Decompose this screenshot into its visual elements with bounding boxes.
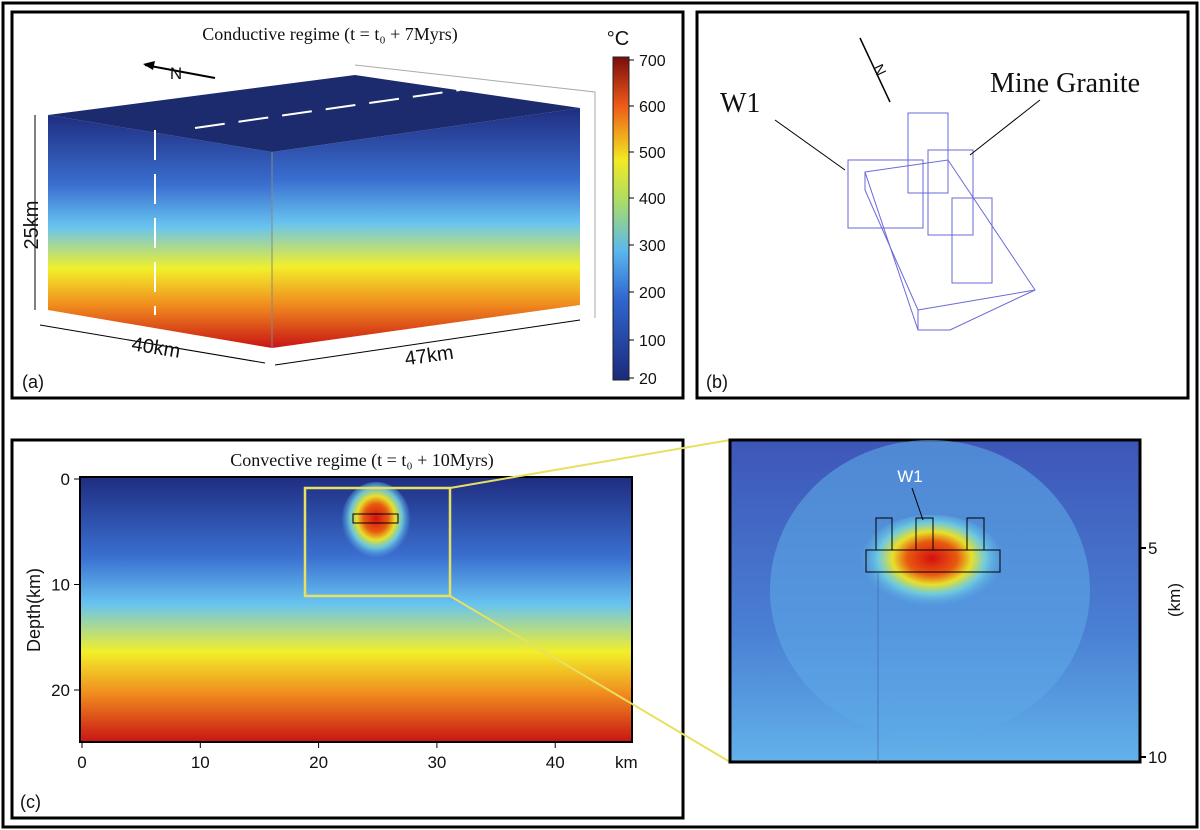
colorbar-tick-label: 600 (639, 99, 666, 116)
north-arrow (859, 37, 891, 103)
granite-outline (865, 517, 1001, 573)
granite-wireframe (847, 112, 1036, 331)
x-unit: km (615, 753, 638, 772)
dim-line (39, 324, 266, 364)
zoom-connector (449, 439, 731, 489)
frame-line (354, 64, 596, 318)
x-tick-label: 0 (77, 753, 86, 772)
y-tick-label: 5 (1148, 539, 1157, 558)
colorbar-unit: °C (607, 28, 629, 50)
leader-line (774, 119, 846, 171)
heat-anomaly (341, 482, 411, 562)
y-tick-label: 0 (61, 470, 70, 489)
north-label: N (170, 64, 182, 83)
x-tick-label: 40 (546, 753, 565, 772)
y-unit: (km) (1165, 583, 1184, 617)
panel-b (695, 10, 1190, 400)
colorbar-tick-label: 100 (639, 333, 666, 350)
panel-title: Conductive regime (t = t₀ + 7Myrs) (202, 24, 458, 45)
leader-line (911, 487, 924, 521)
zoom-connector (449, 595, 731, 763)
y-tick-label: 10 (1148, 748, 1167, 767)
x-tick-label: 10 (191, 753, 210, 772)
y-tick-label: 20 (51, 681, 70, 700)
panel-label: (a) (22, 372, 44, 392)
north-arrow-head (143, 61, 155, 70)
colorbar-tick-label: 20 (639, 371, 657, 388)
colorbar-tick-label: 500 (639, 145, 666, 162)
north-arrow (144, 64, 216, 79)
box-top (48, 75, 580, 152)
dim-line (274, 319, 581, 366)
granite-label: Mine Granite (990, 68, 1140, 99)
dim-label: 25km (21, 201, 43, 250)
zoom-box (303, 486, 452, 598)
well-label: W1 (897, 467, 923, 486)
colorbar-tick-label: 700 (639, 53, 666, 70)
y-tick-label: 10 (51, 576, 70, 595)
x-tick-label: 30 (427, 753, 446, 772)
colorbar-tick-label: 300 (639, 238, 666, 255)
colorbar-tick-label: 400 (639, 191, 666, 208)
y-axis-label: Depth(km) (24, 568, 44, 652)
panel-title: Convective regime (t = t₀ + 10Myrs) (230, 450, 494, 471)
colorbar-tick-label: 200 (639, 285, 666, 302)
x-tick-label: 20 (309, 753, 328, 772)
section-line (194, 89, 461, 129)
box-front (48, 115, 272, 348)
leader-line (969, 99, 1041, 156)
box-side (272, 108, 580, 348)
well-label: W1 (720, 88, 760, 119)
panel-label: (c) (20, 792, 41, 812)
heat-anomaly (860, 515, 1004, 611)
colorbar (612, 56, 630, 381)
panel-label: (b) (706, 372, 728, 392)
granite-outline (352, 513, 399, 524)
